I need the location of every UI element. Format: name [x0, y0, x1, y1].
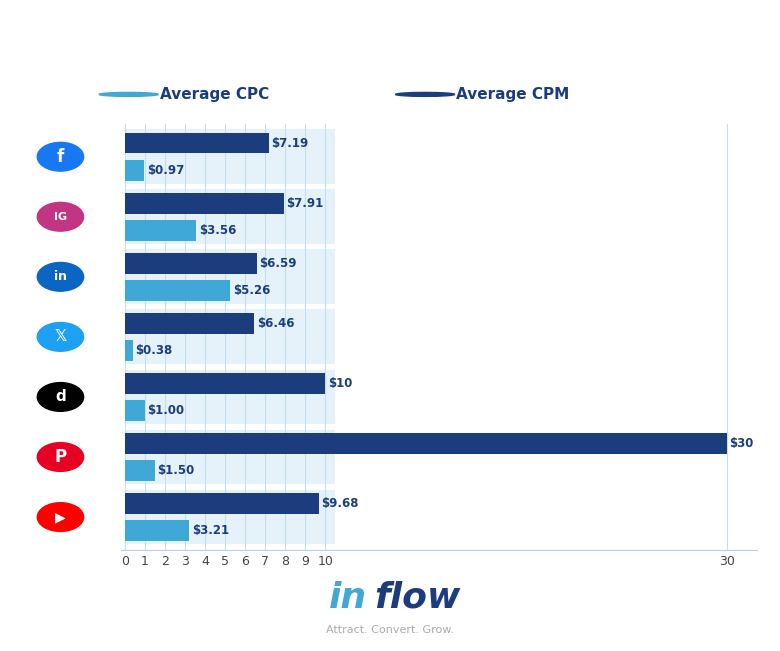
- Text: $1.50: $1.50: [158, 464, 195, 477]
- Text: P: P: [55, 448, 66, 466]
- Circle shape: [37, 322, 83, 352]
- Bar: [125, 253, 257, 273]
- Text: ▶: ▶: [55, 510, 66, 524]
- Circle shape: [395, 92, 455, 96]
- Circle shape: [37, 262, 83, 291]
- Bar: [125, 433, 726, 454]
- Text: $6.46: $6.46: [257, 316, 294, 329]
- Bar: [125, 220, 197, 241]
- Circle shape: [37, 202, 83, 231]
- Circle shape: [37, 143, 83, 171]
- Text: Attract. Convert. Grow.: Attract. Convert. Grow.: [326, 625, 454, 635]
- Bar: [125, 340, 133, 361]
- Text: f: f: [57, 148, 64, 166]
- Text: $7.19: $7.19: [271, 137, 309, 150]
- Bar: [125, 373, 325, 394]
- FancyBboxPatch shape: [125, 490, 335, 544]
- Circle shape: [37, 383, 83, 411]
- Text: Average Cost Per Click & Cost Per Mille by Social Network: Average Cost Per Click & Cost Per Mille …: [83, 25, 697, 44]
- FancyBboxPatch shape: [125, 370, 335, 424]
- Bar: [125, 312, 254, 333]
- Bar: [125, 160, 144, 181]
- Text: Average CPC: Average CPC: [160, 87, 269, 102]
- Text: $9.68: $9.68: [321, 497, 359, 510]
- Text: d: d: [55, 389, 66, 404]
- FancyBboxPatch shape: [125, 189, 335, 244]
- Circle shape: [37, 503, 83, 531]
- FancyBboxPatch shape: [125, 130, 335, 184]
- Bar: [125, 133, 269, 154]
- Circle shape: [99, 92, 158, 96]
- Bar: [125, 400, 145, 421]
- Text: $30: $30: [729, 437, 753, 450]
- Text: in: in: [328, 581, 367, 615]
- Circle shape: [37, 443, 83, 471]
- Bar: [125, 193, 284, 214]
- Text: in: in: [54, 270, 67, 283]
- Text: $7.91: $7.91: [286, 197, 323, 210]
- Text: flow: flow: [374, 581, 461, 615]
- Bar: [125, 493, 319, 514]
- Text: $1.00: $1.00: [147, 404, 185, 417]
- Text: Average CPM: Average CPM: [456, 87, 569, 102]
- FancyBboxPatch shape: [125, 309, 335, 365]
- Text: $3.21: $3.21: [192, 524, 229, 537]
- FancyBboxPatch shape: [125, 249, 335, 304]
- Text: $0.38: $0.38: [135, 344, 172, 357]
- Text: $10: $10: [328, 377, 353, 390]
- Bar: [125, 460, 155, 481]
- Text: $6.59: $6.59: [260, 256, 297, 270]
- Text: 𝕏: 𝕏: [55, 329, 66, 344]
- Text: IG: IG: [54, 212, 67, 222]
- Text: $5.26: $5.26: [232, 284, 270, 297]
- Bar: [125, 520, 190, 541]
- Text: $3.56: $3.56: [199, 224, 236, 237]
- Text: $0.97: $0.97: [147, 164, 184, 177]
- FancyBboxPatch shape: [125, 430, 335, 484]
- Bar: [125, 280, 230, 301]
